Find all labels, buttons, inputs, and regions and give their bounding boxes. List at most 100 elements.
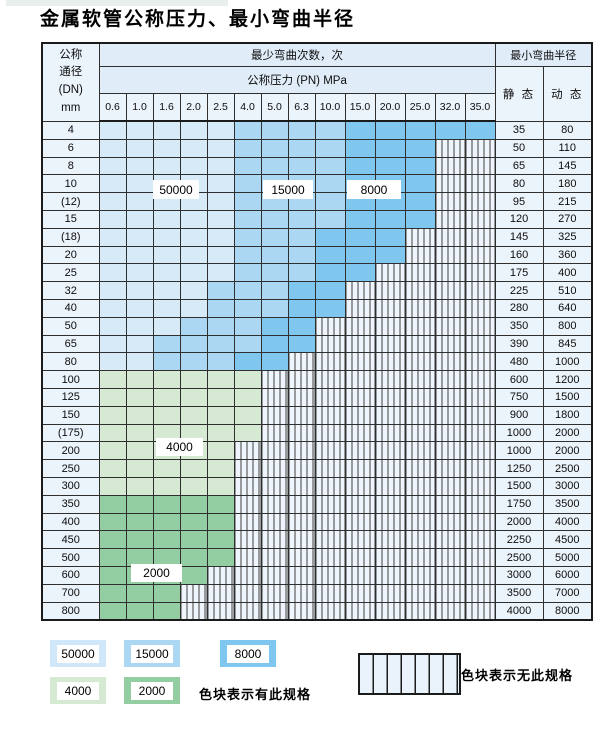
cell-cycles-8000 <box>287 281 316 300</box>
bend-cycles-header: 最少弯曲次数，次 <box>98 42 496 67</box>
cell-unavailable <box>374 281 406 300</box>
dynamic-radius-value: 270 <box>542 209 593 229</box>
cell-cycles-15000 <box>260 298 289 318</box>
cell-cycles-4000 <box>125 476 154 496</box>
cell-unavailable <box>374 441 406 461</box>
cell-unavailable <box>434 494 466 514</box>
cell-unavailable <box>404 423 436 443</box>
cell-unavailable <box>374 565 406 585</box>
table-row: 150 900 1800 <box>41 405 593 425</box>
pressure-tick: 4.0 <box>233 93 262 122</box>
pressure-tick: 20.0 <box>374 93 406 122</box>
cell-cycles-4000 <box>179 459 208 478</box>
cell-unavailable <box>374 334 406 354</box>
cell-unavailable <box>314 512 346 532</box>
cell-unavailable <box>344 459 376 478</box>
cell-unavailable <box>260 583 289 603</box>
cell-cycles-2000 <box>125 601 154 621</box>
table-row: 125 750 1500 <box>41 387 593 407</box>
cell-unavailable <box>434 298 466 318</box>
cell-unavailable <box>287 387 316 407</box>
cell-unavailable <box>374 370 406 389</box>
cell-unavailable <box>344 316 376 336</box>
table-row: 10 80 180 <box>41 174 593 194</box>
cell-unavailable <box>434 316 466 336</box>
cell-unavailable <box>464 316 496 336</box>
legend-chip-2000: 2000 <box>124 677 180 704</box>
dn-header: 公称 通径 (DN) mm <box>41 42 100 122</box>
cell-unavailable <box>374 601 406 621</box>
cell-unavailable <box>374 423 406 443</box>
cell-cycles-4000 <box>179 476 208 496</box>
dn-label: 450 <box>41 530 100 550</box>
cell-cycles-50000 <box>152 120 181 140</box>
cell-unavailable <box>434 548 466 567</box>
cell-cycles-2000 <box>152 601 181 621</box>
dn-label: 25 <box>41 263 100 283</box>
cell-unavailable <box>287 512 316 532</box>
dynamic-radius-value: 110 <box>542 138 593 158</box>
cell-cycles-50000 <box>125 138 154 158</box>
cell-unavailable <box>434 156 466 176</box>
cell-cycles-4000 <box>152 387 181 407</box>
dynamic-radius-value: 180 <box>542 174 593 194</box>
dn-label: (12) <box>41 192 100 211</box>
cell-cycles-50000 <box>125 298 154 318</box>
zone-label-4000: 4000 <box>156 438 203 456</box>
cell-cycles-15000 <box>287 245 316 265</box>
cell-cycles-4000 <box>152 423 181 443</box>
cell-cycles-8000 <box>404 138 436 158</box>
cell-unavailable <box>404 476 436 496</box>
cell-cycles-50000 <box>125 352 154 372</box>
cell-cycles-50000 <box>206 138 235 158</box>
dn-header-line: 通径 <box>59 66 83 79</box>
dn-label: 150 <box>41 405 100 425</box>
cell-unavailable <box>287 476 316 496</box>
static-radius-value: 280 <box>494 298 544 318</box>
cell-unavailable <box>287 441 316 461</box>
cell-unavailable <box>464 601 496 621</box>
cell-unavailable <box>404 387 436 407</box>
dn-label: 700 <box>41 583 100 603</box>
cell-unavailable <box>233 441 262 461</box>
dynamic-radius-value: 325 <box>542 227 593 247</box>
dn-label: 600 <box>41 565 100 585</box>
cell-cycles-2000 <box>206 512 235 532</box>
dynamic-radius-value: 4500 <box>542 530 593 550</box>
cell-cycles-2000 <box>179 512 208 532</box>
cell-unavailable <box>464 423 496 443</box>
cell-unavailable <box>374 405 406 425</box>
cell-cycles-50000 <box>179 138 208 158</box>
cell-unavailable <box>404 316 436 336</box>
cell-cycles-4000 <box>125 459 154 478</box>
cell-unavailable <box>260 459 289 478</box>
legend-chip-label: 4000 <box>57 681 99 700</box>
static-radius-value: 2000 <box>494 512 544 532</box>
cell-cycles-50000 <box>125 120 154 140</box>
table-row: 700 3500 7000 <box>41 583 593 603</box>
cell-cycles-4000 <box>233 387 262 407</box>
cell-unavailable <box>206 565 235 585</box>
cell-cycles-2000 <box>125 548 154 567</box>
cell-unavailable <box>434 565 466 585</box>
table-row: 500 2500 5000 <box>41 548 593 567</box>
cell-cycles-8000 <box>374 138 406 158</box>
dn-label: 32 <box>41 281 100 300</box>
cell-cycles-4000 <box>179 387 208 407</box>
cell-cycles-50000 <box>206 120 235 140</box>
cell-unavailable <box>344 281 376 300</box>
cell-cycles-8000 <box>404 209 436 229</box>
cell-unavailable <box>314 565 346 585</box>
static-header: 静 态 <box>494 66 544 122</box>
cell-cycles-50000 <box>125 263 154 283</box>
cell-cycles-15000 <box>233 138 262 158</box>
static-radius-value: 80 <box>494 174 544 194</box>
dynamic-header: 动 态 <box>542 66 593 122</box>
cell-cycles-8000 <box>344 156 376 176</box>
cell-cycles-15000 <box>179 352 208 372</box>
pressure-tick: 5.0 <box>260 93 289 122</box>
table-row: 800 4000 8000 <box>41 601 593 621</box>
cell-cycles-50000 <box>98 120 127 140</box>
cell-unavailable <box>260 405 289 425</box>
